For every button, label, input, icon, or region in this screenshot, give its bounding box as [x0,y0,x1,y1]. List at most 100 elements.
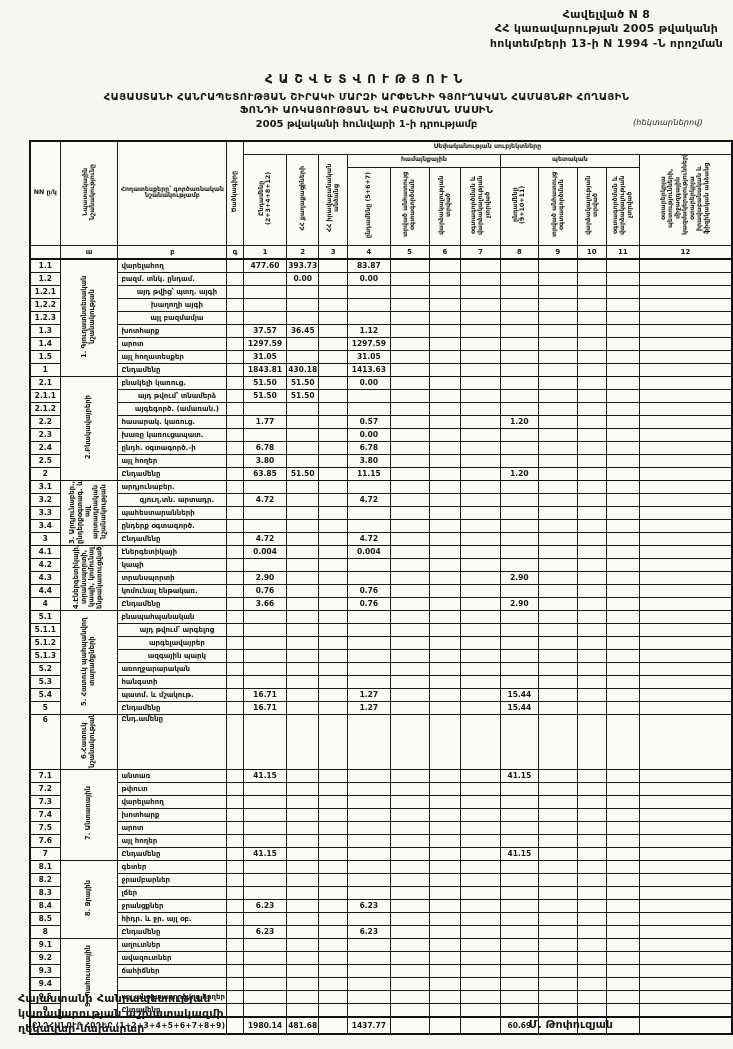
value-cell-col8 [499,609,539,624]
value-cell-col9 [537,375,578,390]
land-type-label: կապի [117,557,228,572]
value-cell-col5 [389,557,430,572]
value-cell-col10 [576,336,607,351]
land-type-label: այլ բազմամյա [117,310,228,325]
value-cell-col8 [499,885,539,900]
code-cell [226,414,244,429]
value-cell-col8 [499,950,539,965]
value-cell-col5 [389,713,430,770]
value-cell-col11 [605,362,640,377]
value-cell-col3 [318,258,349,273]
signatory-name: Մ. Թոփուզյան [528,1017,613,1031]
land-type-label: Ընդամենը [117,924,228,939]
code-cell [226,833,244,848]
value-cell-col4: 0.76 [347,583,391,598]
value-cell-col2 [286,820,320,835]
value-cell-col11 [605,807,640,822]
value-cell-col2 [286,609,320,624]
row-code: 7.5 [29,820,61,835]
land-type-label: այլ անօգտագործվող հողեր [117,989,228,1004]
value-cell-col9 [537,833,578,848]
table-body: 1.1 1. Գյուղատնտեսական նշանակության վարելա… [29,258,733,1034]
table-row: 5.3 հանգստի [29,674,733,689]
row-code: 1.2.2 [29,297,61,312]
row-code: 8.5 [29,911,61,926]
table-row: 8.4 ջրանցքներ 6.23 6.23 [29,898,733,913]
value-cell-col7 [460,950,501,965]
section-label: 4.Էներգետիկայի, տրանսպորտի, կապի, կոմուն… [59,544,119,611]
value-cell-col5 [389,924,430,939]
land-type-label: Ընդամենը [117,846,228,861]
row-code: 5.1.1 [29,622,61,637]
value-cell-col4 [347,505,391,520]
table-row: 4 Ընդամենը 3.66 0.76 2.90 [29,596,733,611]
value-cell-col8 [499,453,539,468]
row-code: 4.4 [29,583,61,598]
value-cell-col10 [576,976,607,991]
value-cell-col2 [286,794,320,809]
table-row: 1.1 1. Գյուղատնտեսական նշանակության վարելա… [29,258,733,377]
value-cell-col2 [286,479,320,494]
value-cell-col12 [638,872,733,887]
value-cell-col11 [605,596,640,611]
table-row: 8.3 լճեր [29,885,733,900]
code-cell [226,362,244,377]
value-cell-col5 [389,583,430,598]
land-type-label: վարելահող [117,794,228,809]
value-cell-col8 [499,401,539,416]
code-cell [226,284,244,299]
value-cell-col10 [576,872,607,887]
value-cell-col7 [460,713,501,770]
band-community: համայնքային [347,153,501,168]
value-cell-col11 [605,479,640,494]
value-cell-col11 [605,950,640,965]
value-cell-col11 [605,859,640,874]
value-cell-col11 [605,414,640,429]
column-letter: 3 [318,244,349,259]
land-type-label: ճահիճներ [117,963,228,978]
column-letter: 11 [605,244,640,259]
value-cell-col6 [428,583,462,598]
value-cell-col4: 0.76 [347,596,391,611]
value-cell-col9 [537,661,578,676]
value-cell-col12 [638,479,733,494]
value-cell-col1: 51.50 [242,388,288,403]
value-cell-col6 [428,846,462,861]
land-type-label: խաղողի այգի [117,297,228,312]
value-cell-col2 [286,518,320,533]
column-letter: 6 [428,244,462,259]
value-cell-col4: 0.00 [347,427,391,442]
row-code: 5.1 [29,609,61,624]
land-type-label: տրանսպորտի [117,570,228,585]
value-cell-col8 [499,479,539,494]
row-code: 1.5 [29,349,61,364]
value-cell-col11 [605,648,640,663]
value-cell-col11 [605,336,640,351]
value-cell-col4 [347,937,391,952]
value-cell-col12 [638,284,733,299]
value-cell-col3 [318,479,349,494]
value-cell-col10 [576,427,607,442]
value-cell-col8 [499,375,539,390]
value-cell-col7 [460,297,501,312]
value-cell-col11 [605,872,640,887]
code-cell [226,596,244,611]
value-cell-col12 [638,466,733,481]
value-cell-col10 [576,479,607,494]
value-cell-col10 [576,388,607,403]
value-cell-col6 [428,596,462,611]
table-row: 3.3 պահեստարանների [29,505,733,520]
code-cell [226,976,244,991]
value-cell-col2 [286,833,320,848]
value-cell-col3 [318,414,349,429]
value-cell-col12 [638,609,733,624]
value-cell-col8 [499,872,539,887]
code-cell [226,310,244,325]
value-cell-col7 [460,427,501,442]
row-code: 1.2.3 [29,310,61,325]
value-cell-col12 [638,557,733,572]
value-cell-col11 [605,820,640,835]
row-code: 2.1.1 [29,388,61,403]
value-cell-col10 [576,635,607,650]
row-code: 3.1 [29,479,61,494]
